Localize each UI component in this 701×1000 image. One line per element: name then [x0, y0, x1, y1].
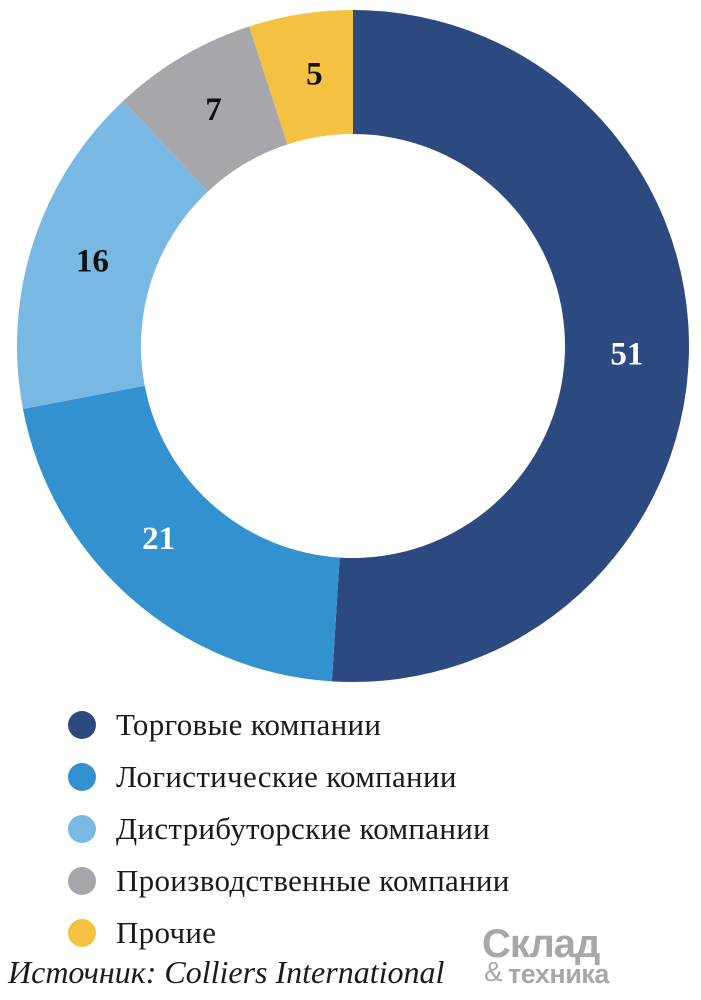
legend-label-distribution: Дистрибуторские компании	[116, 811, 490, 846]
data-label-manufacturing: 7	[205, 92, 222, 128]
logo-text-amp: &	[484, 956, 503, 987]
legend-label-trading: Торговые компании	[116, 707, 382, 742]
legend-item-logistics: Логистические компании	[68, 751, 510, 803]
slice-logistics	[22, 385, 340, 682]
legend-item-distribution: Дистрибуторские компании	[68, 803, 510, 855]
legend-item-trading: Торговые компании	[68, 699, 510, 751]
slice-trading	[331, 10, 690, 683]
data-label-trading: 51	[610, 337, 643, 373]
donut-chart: 51 21 16 7 5	[17, 10, 690, 683]
legend-item-other: Прочие	[68, 907, 510, 959]
legend-label-other: Прочие	[116, 915, 217, 950]
legend-marker-other	[68, 919, 96, 947]
logo-text-bottom: техника	[508, 959, 609, 989]
legend-item-manufacturing: Производственные компании	[68, 855, 510, 907]
slice-other	[249, 10, 353, 145]
slice-distribution	[17, 101, 208, 409]
logo-text-top: Склад	[482, 922, 600, 966]
legend-label-manufacturing: Производственные компании	[116, 863, 510, 898]
legend-marker-logistics	[68, 763, 96, 791]
legend-marker-trading	[68, 711, 96, 739]
legend-marker-manufacturing	[68, 867, 96, 895]
source-note: Источник: Colliers International	[8, 954, 445, 990]
data-label-logistics: 21	[142, 521, 175, 557]
data-label-distribution: 16	[76, 243, 109, 279]
legend-label-logistics: Логистические компании	[116, 759, 457, 794]
legend-marker-distribution	[68, 815, 96, 843]
publisher-logo: Склад & техника	[482, 924, 692, 990]
legend: Торговые компании Логистические компании…	[68, 699, 510, 959]
slice-manufacturing	[122, 26, 288, 192]
data-label-other: 5	[306, 57, 323, 93]
